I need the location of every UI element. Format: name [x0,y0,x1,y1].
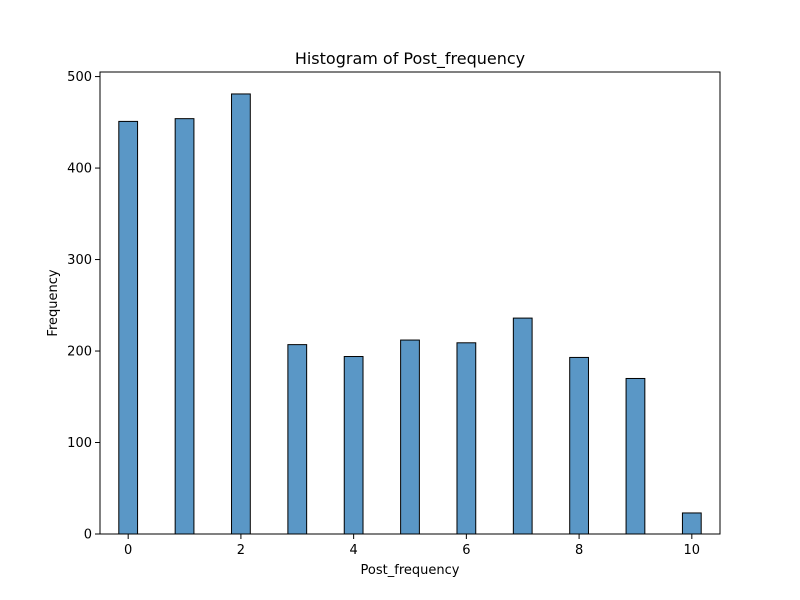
histogram-bar-8 [569,356,589,535]
x-tick-label: 0 [124,543,132,558]
y-tick-label: 0 [84,528,92,543]
bars-group [118,93,702,535]
chart-title: Histogram of Post_frequency [295,49,525,69]
histogram-bar-9 [625,377,646,535]
y-tick-label: 100 [67,436,92,451]
histogram-bar-5 [400,339,420,535]
plot-frame [99,71,721,535]
x-tick-label: 8 [575,543,583,558]
x-axis-label: Post_frequency [361,563,460,578]
y-tick-label: 200 [67,345,92,360]
y-tick-label: 300 [67,253,92,268]
y-axis: 0 100 200 300 400 500 [67,70,100,543]
x-axis: 0 2 4 6 8 10 [124,534,700,558]
y-tick-label: 400 [67,162,92,177]
y-axis-label: Frequency [46,269,61,336]
histogram-bar-6 [456,342,477,535]
histogram-bar-10 [681,512,702,535]
histogram-bar-7 [512,317,533,535]
x-tick-label: 10 [684,543,701,558]
histogram-bar-0 [118,120,139,535]
y-tick-label: 500 [67,70,92,85]
x-tick-label: 2 [237,543,245,558]
histogram-bar-2 [231,93,251,535]
histogram-bar-1 [174,118,195,535]
x-tick-label: 4 [349,543,357,558]
histogram-bar-3 [287,344,308,535]
x-tick-label: 6 [462,543,470,558]
histogram-bar-4 [343,356,364,535]
